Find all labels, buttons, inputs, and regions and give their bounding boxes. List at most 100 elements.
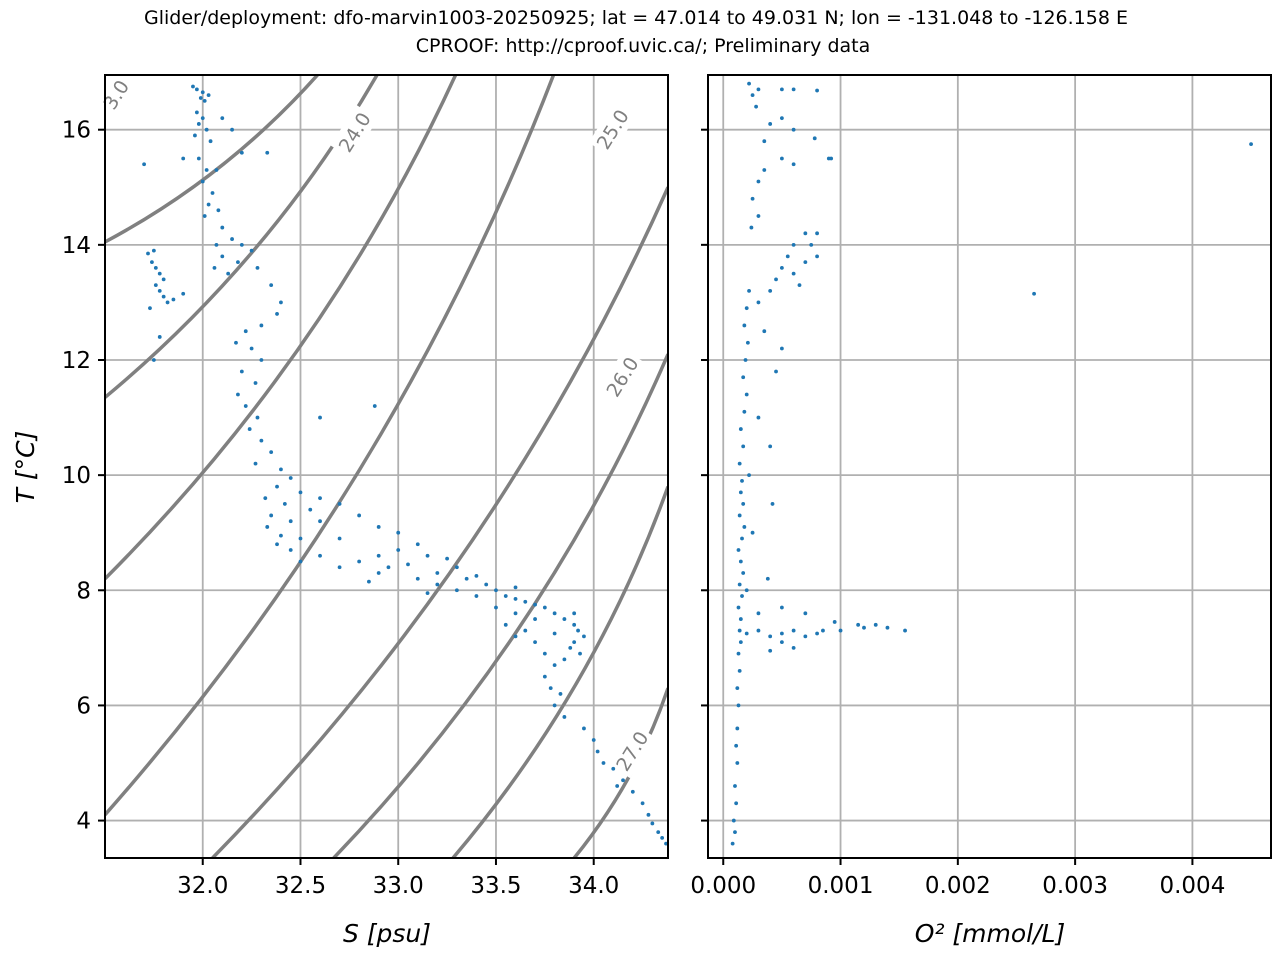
ts-data-point (206, 93, 211, 98)
ts-data-point (474, 573, 479, 578)
contour-label-background (330, 104, 379, 160)
ts-x-tick-label: 33.0 (373, 873, 424, 899)
oxygen-data-point (768, 648, 773, 653)
ts-data-point (298, 490, 303, 495)
ts-data-point (376, 553, 381, 558)
oxygen-data-point (768, 289, 773, 293)
ts-data-point (513, 611, 518, 616)
ts-data-point (200, 116, 205, 121)
ts-data-point (220, 116, 225, 121)
density-contour-line (105, 75, 320, 244)
ts-data-point (513, 585, 518, 590)
ts-data-point (494, 605, 498, 610)
oxygen-data-point (736, 651, 741, 656)
oxygen-data-point (734, 801, 739, 806)
ts-data-point (464, 576, 469, 581)
oxygen-data-point (737, 513, 742, 518)
ts-data-point (308, 507, 313, 512)
ts-data-point (503, 622, 508, 627)
oxygen-data-point (779, 640, 784, 644)
ts-data-point (255, 415, 260, 420)
oxygen-data-point (737, 628, 742, 633)
density-contour-line (211, 186, 668, 858)
oxygen-data-point (750, 196, 755, 201)
ts-data-point (542, 605, 547, 610)
oxygen-data-point (742, 323, 747, 328)
ts-data-point (576, 628, 580, 633)
oxygen-data-point (815, 254, 819, 259)
ts-data-point (533, 602, 537, 607)
ts-data-point (234, 340, 238, 345)
ts-data-point (582, 634, 586, 639)
ts-data-point (435, 571, 440, 575)
ts-data-point (337, 536, 342, 541)
oxygen-data-point (741, 502, 746, 506)
ts-data-point (263, 496, 268, 501)
ts-y-tick-label: 16 (62, 118, 91, 144)
oxygen-x-tick-label: 0.000 (690, 873, 756, 899)
oxygen-data-point (750, 530, 755, 535)
ts-data-point (200, 179, 205, 184)
ts-data-point (193, 133, 197, 138)
ts-data-point (279, 467, 283, 472)
ts-data-point (601, 761, 606, 765)
ts-data-point (191, 84, 195, 89)
oxygen-data-point (862, 625, 866, 630)
ts-data-point (161, 294, 166, 299)
ts-data-point (282, 502, 287, 506)
ts-data-point (279, 300, 283, 305)
oxygen-data-point (774, 277, 778, 282)
density-contour-line (105, 75, 380, 399)
ts-data-point (494, 588, 498, 593)
oxygen-data-point (749, 225, 754, 230)
oxygen-data-point (809, 242, 814, 247)
oxygen-data-point (873, 622, 878, 627)
oxygen-data-point (741, 571, 746, 575)
oxygen-data-point (747, 473, 751, 478)
oxygen-data-point (740, 478, 744, 483)
oxygen-data-point (736, 548, 741, 552)
ts-data-point (615, 784, 620, 788)
ts-data-point (611, 766, 616, 771)
ts-data-point (386, 565, 391, 570)
ts-data-point (572, 611, 577, 616)
ts-data-point (202, 99, 207, 103)
ts-data-point (621, 778, 625, 783)
oxygen-axes-frame (707, 74, 1272, 859)
oxygen-data-point (762, 329, 767, 334)
oxygen-data-point (1032, 291, 1036, 296)
oxygen-data-point (756, 87, 761, 92)
ts-data-point (214, 168, 219, 172)
ts-data-point (415, 542, 420, 547)
ts-data-point (216, 208, 221, 213)
ts-data-point (357, 559, 362, 564)
ts-data-point (142, 162, 146, 167)
oxygen-data-point (738, 617, 743, 621)
ts-data-point (484, 582, 489, 587)
oxygen-data-point (737, 461, 742, 466)
ts-data-point (474, 594, 479, 598)
figure-title-line-1: Glider/deployment: dfo-marvin1003-202509… (144, 7, 1128, 29)
ts-data-point (249, 346, 254, 351)
ts-data-point (288, 519, 293, 524)
ts-data-point (503, 594, 508, 598)
ts-data-point (157, 335, 162, 339)
oxygen-data-point (803, 634, 808, 639)
ts-data-point (146, 251, 150, 256)
ts-data-point (318, 496, 322, 501)
oxygen-data-point (743, 358, 748, 362)
oxygen-data-point (791, 162, 796, 167)
oxygen-data-point (791, 127, 796, 132)
ts-y-tick-label: 6 (76, 693, 91, 719)
oxygen-data-point (791, 271, 796, 276)
ts-data-point (171, 297, 176, 302)
ts-x-tick-label: 32.0 (177, 873, 228, 899)
ts-data-point (337, 502, 342, 506)
ts-data-point (558, 692, 563, 696)
ts-data-point (318, 415, 322, 420)
ts-data-point (640, 801, 645, 806)
ts-data-point (148, 306, 152, 311)
ts-data-point (542, 651, 547, 656)
oxygen-data-point (768, 444, 773, 449)
ts-data-point (552, 611, 557, 616)
